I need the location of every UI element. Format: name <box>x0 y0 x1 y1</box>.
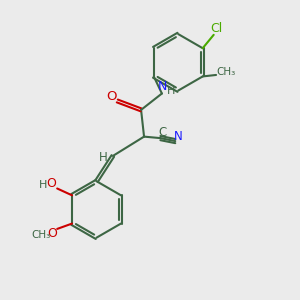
Text: C: C <box>159 126 167 139</box>
Text: Cl: Cl <box>211 22 223 35</box>
Text: CH₃: CH₃ <box>32 230 51 240</box>
Text: O: O <box>47 227 57 240</box>
Text: H: H <box>99 151 108 164</box>
Text: O: O <box>46 177 56 190</box>
Text: CH₃: CH₃ <box>217 67 236 77</box>
Text: H: H <box>39 180 47 190</box>
Text: N: N <box>174 130 183 143</box>
Text: O: O <box>107 90 117 103</box>
Text: H: H <box>167 85 176 96</box>
Text: N: N <box>158 80 167 94</box>
